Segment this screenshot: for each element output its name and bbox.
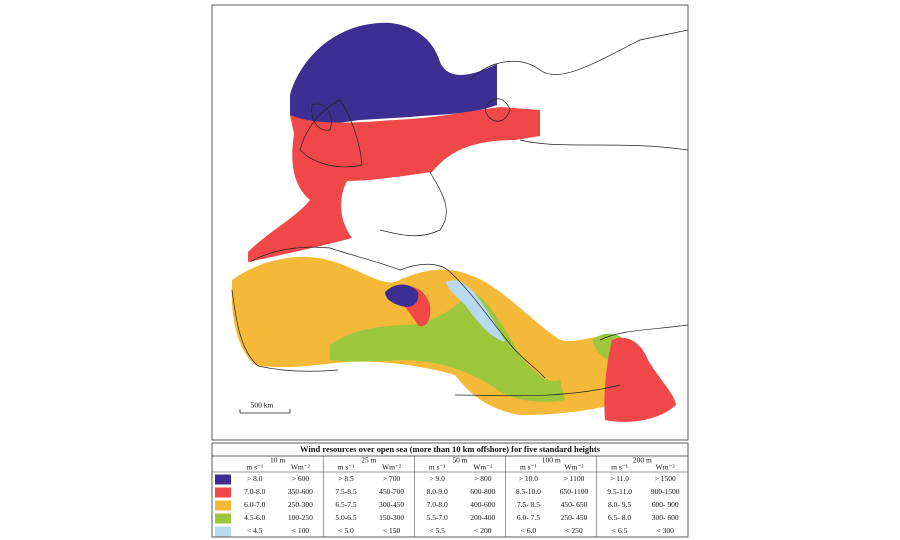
legend-cell: 7.5-8.5	[335, 487, 356, 496]
legend-cell: 900-1500	[651, 487, 680, 496]
zone-green	[330, 290, 565, 402]
color-swatch	[215, 526, 231, 537]
scale-label: 500 km	[251, 401, 274, 410]
legend-cell: 200-400	[470, 513, 495, 522]
legend-cell: > 11.0	[610, 474, 629, 483]
legend-table: Wind resources over open sea (more than …	[211, 442, 689, 538]
legend-cell: > 8.5	[338, 474, 354, 483]
legend-cell: 6.0-7.0	[244, 500, 265, 509]
legend-frame	[211, 442, 689, 538]
legend-cell: 450-700	[379, 487, 404, 496]
zone-dark-blue	[290, 22, 497, 125]
height-header: 100 m	[542, 456, 561, 465]
legend-cell: > 9.0	[429, 474, 445, 483]
legend-cell: 350-600	[288, 487, 313, 496]
zone-light-blue	[446, 280, 505, 342]
legend-cell: 100-250	[288, 513, 313, 522]
legend-cell: 5.0-6.5	[335, 513, 356, 522]
legend-cell: < 200	[474, 526, 492, 535]
power-unit: Wm⁻²	[291, 463, 311, 472]
height-header: 200 m	[633, 456, 652, 465]
legend-cell: 5.5-7.0	[427, 513, 448, 522]
zone-dark-blue-ligurian	[385, 284, 419, 307]
legend-cell: < 250	[565, 526, 583, 535]
legend-title: Wind resources over open sea (more than …	[300, 444, 601, 454]
legend-cell: 4.5-6.0	[244, 513, 265, 522]
legend-cell: > 1100	[564, 474, 585, 483]
legend-cell: 400-600	[470, 500, 495, 509]
legend-cell: 300- 600	[652, 513, 679, 522]
legend-cell: > 1500	[655, 474, 676, 483]
legend-cell: 450- 650	[561, 500, 588, 509]
legend-cell: 250-300	[288, 500, 313, 509]
color-swatch	[215, 500, 231, 511]
legend-cell: 250- 450	[561, 513, 588, 522]
legend-cell: < 150	[383, 526, 401, 535]
speed-unit: m s⁻¹	[338, 463, 355, 472]
height-header: 25 m	[361, 456, 376, 465]
legend-cell: > 8.0	[247, 474, 263, 483]
legend-cell: 6.5-7.5	[335, 500, 356, 509]
color-swatch	[215, 513, 231, 524]
legend-cell: > 700	[383, 474, 401, 483]
power-unit: Wm⁻²	[382, 463, 402, 472]
zone-red	[248, 107, 540, 262]
speed-unit: m s⁻¹	[611, 463, 628, 472]
legend-cell: > 600	[292, 474, 310, 483]
legend-cell: 7.0-8.0	[427, 500, 448, 509]
legend-cell: 7.5- 8.5	[517, 500, 540, 509]
legend-cell: < 6.5	[612, 526, 628, 535]
legend-cell: 600-800	[470, 487, 495, 496]
height-header: 50 m	[452, 456, 467, 465]
color-swatch	[215, 487, 231, 498]
legend-cell: > 10.0	[519, 474, 538, 483]
legend-cell: 8.0- 9.5	[608, 500, 631, 509]
legend-cell: 650-1100	[560, 487, 589, 496]
legend-cell: 9.5-11.0	[607, 487, 632, 496]
zone-red-east	[604, 337, 676, 422]
legend-cell: < 5.5	[429, 526, 445, 535]
legend-cell: < 100	[292, 526, 310, 535]
legend-cell: < 6.0	[521, 526, 537, 535]
legend-cell: < 4.5	[247, 526, 263, 535]
legend-cell: < 300	[657, 526, 675, 535]
color-swatch	[215, 474, 231, 485]
legend-cell: 150-300	[379, 513, 404, 522]
legend-cell: 7.0-8.0	[244, 487, 265, 496]
power-unit: Wm⁻²	[656, 463, 676, 472]
speed-unit: m s⁻¹	[246, 463, 263, 472]
map: 500 km	[211, 4, 689, 441]
power-unit: Wm⁻²	[473, 463, 493, 472]
legend-cell: < 5.0	[338, 526, 354, 535]
legend-cell: 6.5- 8.0	[608, 513, 631, 522]
legend-cell: > 800	[474, 474, 492, 483]
speed-unit: m s⁻¹	[520, 463, 537, 472]
speed-unit: m s⁻¹	[429, 463, 446, 472]
legend-cell: 8.0-9.0	[427, 487, 448, 496]
legend-cell: 8.5-10.0	[516, 487, 541, 496]
power-unit: Wm⁻²	[564, 463, 584, 472]
height-header: 10 m	[270, 456, 285, 465]
legend-cell: 6.0- 7.5	[517, 513, 540, 522]
legend-cell: 600- 900	[652, 500, 679, 509]
coastline	[231, 29, 689, 397]
legend-cell: 300-450	[379, 500, 404, 509]
